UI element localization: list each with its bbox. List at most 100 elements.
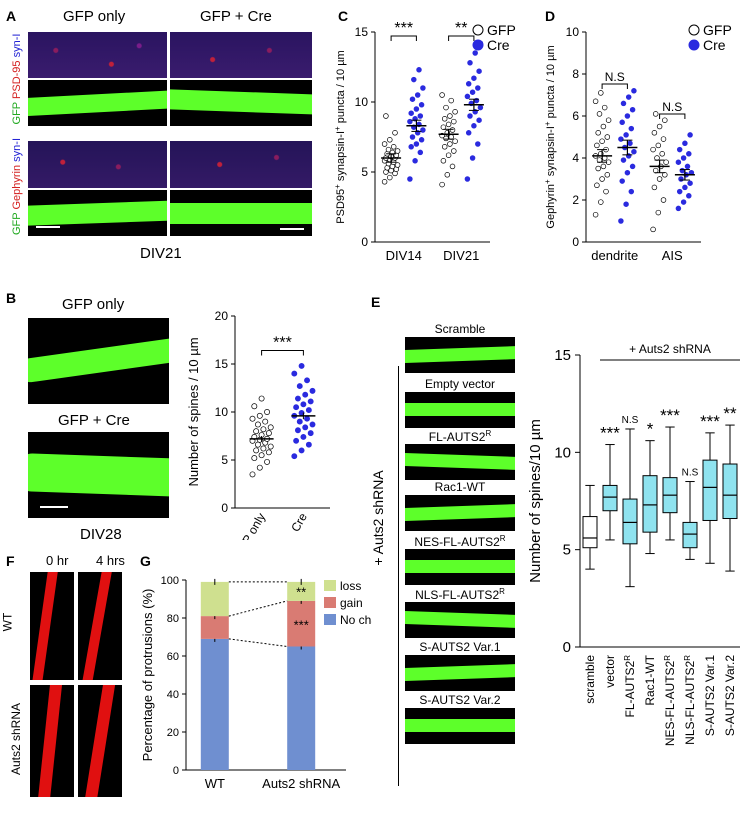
legend-label: Cre xyxy=(703,37,726,53)
data-point xyxy=(381,141,388,147)
micrograph-e xyxy=(405,708,515,744)
legend-marker xyxy=(472,24,484,36)
dendrite-shape xyxy=(405,345,515,364)
data-point xyxy=(656,123,663,130)
legend-label: GFP xyxy=(703,22,732,38)
data-point xyxy=(302,391,309,398)
data-point xyxy=(676,188,683,195)
data-point xyxy=(598,199,604,205)
panel-letter-g: G xyxy=(140,553,151,569)
legend-marker xyxy=(472,39,484,51)
data-point xyxy=(293,437,300,444)
panel-a-caption: DIV21 xyxy=(140,245,182,262)
micrograph-f-shrna-4 xyxy=(78,685,122,797)
synI-label: syn-I xyxy=(11,33,23,58)
data-point xyxy=(445,152,452,158)
data-point xyxy=(476,68,482,74)
micrograph-e xyxy=(405,549,515,585)
data-point xyxy=(300,401,307,408)
data-point xyxy=(296,418,303,425)
data-point xyxy=(676,146,683,153)
data-point xyxy=(255,421,261,428)
data-point xyxy=(249,471,256,478)
superscript-r: R xyxy=(499,587,505,596)
data-point xyxy=(651,130,658,136)
panel-a-row-label-psd: GFP PSD-95 syn-I xyxy=(9,33,25,128)
y-tick-label: 2 xyxy=(572,193,579,207)
significance-label: ** xyxy=(723,404,737,423)
stacked-bar-segment xyxy=(200,638,229,770)
data-point xyxy=(260,426,267,433)
data-point xyxy=(631,148,637,155)
x-category-label: NES-FL-AUTS2R xyxy=(663,655,678,746)
x-category-label: vector xyxy=(603,655,617,688)
x-category-label-sup: R xyxy=(663,655,672,661)
y-tick-label: 5 xyxy=(361,165,368,179)
dendrite-shape xyxy=(405,719,515,732)
data-point xyxy=(629,106,636,113)
data-point xyxy=(651,184,658,191)
micrograph-a-gfp-2 xyxy=(170,80,312,126)
data-point xyxy=(675,205,682,212)
y-axis-label-part: + xyxy=(543,179,552,184)
y-axis-label-part: Gephyrin xyxy=(545,184,557,229)
x-category-label: WT xyxy=(205,776,225,791)
data-point xyxy=(475,85,481,91)
significance-label: N.S xyxy=(622,415,639,426)
data-point xyxy=(390,144,397,150)
x-category-label: scramble xyxy=(583,655,597,704)
panel-e-bracket-line xyxy=(398,366,399,786)
data-point xyxy=(663,159,669,165)
data-point xyxy=(411,76,417,83)
y-tick-label: 4 xyxy=(572,151,579,165)
data-point xyxy=(655,142,662,149)
data-point xyxy=(305,441,312,448)
y-tick-label: 0 xyxy=(563,639,571,656)
data-point xyxy=(682,184,688,191)
x-category-label-text: vector xyxy=(603,655,617,688)
y-axis-label: Percentage of protrusions (%) xyxy=(140,589,155,762)
dendrite-shape xyxy=(405,663,515,682)
micrograph-a-gfp-1 xyxy=(28,80,167,126)
data-point xyxy=(407,118,413,125)
stacked-bar-segment xyxy=(200,581,229,617)
data-point xyxy=(447,113,453,119)
panel-b-label-cre: GFP + Cre xyxy=(58,412,130,429)
dendrite-shape xyxy=(405,452,515,471)
micrograph-f-wt-4 xyxy=(78,572,122,680)
significance-label: *** xyxy=(394,20,413,37)
data-point xyxy=(629,163,636,170)
x-category-label-text: scramble xyxy=(583,655,597,704)
data-point xyxy=(477,104,484,111)
significance-label: N.S xyxy=(682,468,699,479)
y-axis-label: Number of spines/10 µm xyxy=(527,419,544,583)
x-category-label: GFP only xyxy=(231,511,268,541)
data-point xyxy=(619,178,625,184)
data-point xyxy=(659,151,665,157)
panel-f-time-0: 0 hr xyxy=(46,553,69,568)
y-tick-label: 15 xyxy=(215,357,229,371)
legend-swatch xyxy=(324,614,336,625)
data-point xyxy=(464,176,471,182)
data-point xyxy=(471,75,477,81)
data-point xyxy=(409,134,416,140)
panel-e-image-label: S-AUTS2 Var.2 xyxy=(405,693,515,707)
x-category-label: DIV21 xyxy=(443,248,479,263)
panel-e-image-label: S-AUTS2 Var.1 xyxy=(405,640,515,654)
data-point xyxy=(655,209,662,216)
stacked-bar-segment xyxy=(287,600,316,647)
data-point xyxy=(294,427,301,434)
legend-label: GFP xyxy=(487,22,516,38)
data-point xyxy=(628,188,635,195)
data-point xyxy=(464,93,471,100)
micrograph-f-shrna-0 xyxy=(30,685,74,797)
box xyxy=(602,484,618,512)
data-point xyxy=(623,132,629,138)
panel-e-image-label-text: NES-FL-AUTS2 xyxy=(414,535,500,549)
data-point xyxy=(305,407,312,414)
data-point xyxy=(662,117,668,123)
data-point xyxy=(469,155,476,161)
data-point xyxy=(618,136,624,142)
data-point xyxy=(447,141,453,147)
